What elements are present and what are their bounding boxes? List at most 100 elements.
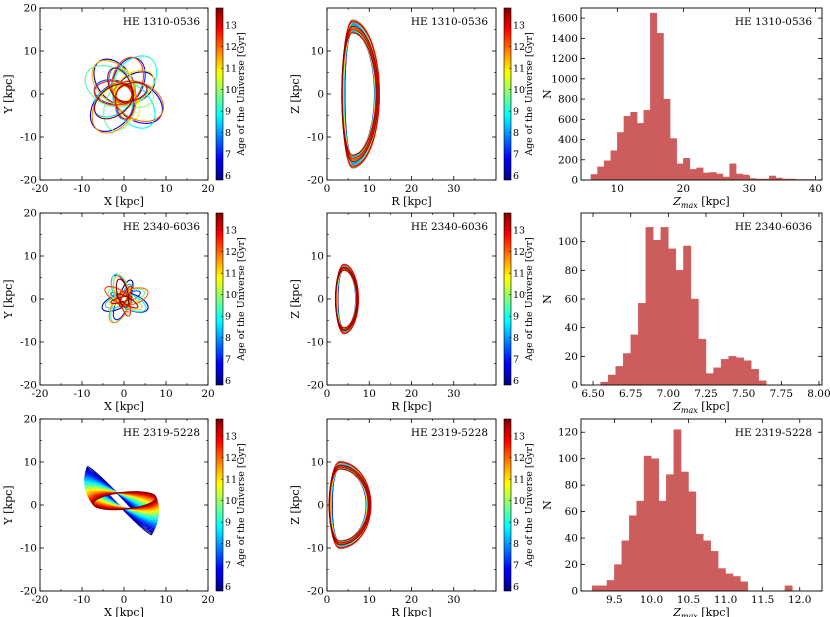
colorbar-gradient xyxy=(503,212,512,386)
y-tick-label: 1400 xyxy=(551,33,578,45)
meridional-curve xyxy=(339,464,371,546)
hist-bar xyxy=(709,172,717,181)
x-axis-label: X [kpc] xyxy=(104,606,144,617)
x-tick-label: -10 xyxy=(74,388,91,400)
orbit-loop xyxy=(119,290,132,317)
colorbar-tick-label: 6 xyxy=(225,582,231,593)
x-tick-label: 40 xyxy=(809,183,822,195)
x-tick-label: 8.00 xyxy=(807,388,830,400)
colorbar-label: Age of the Universe [Gyr] xyxy=(236,443,247,568)
hist-bar xyxy=(663,98,671,181)
colorbar-tick-label: 8 xyxy=(513,333,519,344)
panel-rz-3: 0 10 20 30 -20 -10 0 10 R [kpc] Z [kpc] HE 2319-52… xyxy=(289,418,497,617)
meridional-curve xyxy=(339,462,369,548)
meridional-curve xyxy=(339,462,372,548)
colorbar-label: Age of the Universe [Gyr] xyxy=(524,237,535,362)
orbit-loop xyxy=(104,286,133,306)
orbit-loop xyxy=(107,67,133,104)
colorbar-tick-label: 9 xyxy=(225,312,231,323)
y-axis-label: Y [kpc] xyxy=(2,74,15,114)
x-tick-label: 11.0 xyxy=(714,594,737,606)
hist-bar xyxy=(683,245,692,386)
y-tick-label: 10 xyxy=(24,457,37,469)
colorbar-tick-label: 11 xyxy=(225,269,237,280)
orbit-loop xyxy=(111,56,144,105)
y-tick-label: 100 xyxy=(558,453,578,465)
star-name: HE 2340-6036 xyxy=(735,221,812,233)
hist-bar xyxy=(673,429,682,592)
hist-bar xyxy=(590,174,598,181)
y-axis-label: Z [kpc] xyxy=(289,74,302,114)
y-tick-label: 40 xyxy=(565,322,578,334)
hist-bar xyxy=(617,132,625,181)
y-tick-label: 80 xyxy=(565,265,578,277)
hist-bar xyxy=(630,112,638,181)
colorbar-tick-label: 7 xyxy=(225,355,231,366)
hist-bar xyxy=(606,580,615,592)
x-axis-label: X [kpc] xyxy=(104,400,144,413)
hist-bar xyxy=(696,167,704,181)
meridional-curve xyxy=(352,25,379,163)
colorbar-gradient xyxy=(215,418,224,592)
colorbar-tick-label: 9 xyxy=(513,107,519,118)
x-tick-label: -20 xyxy=(32,594,49,606)
meridional-curve xyxy=(352,32,377,156)
hist-bar xyxy=(597,166,605,181)
hist-bar xyxy=(683,158,691,181)
hist-bar xyxy=(713,367,722,386)
x-tick-label: 10 xyxy=(363,388,376,400)
hist-bar xyxy=(680,471,689,592)
panel-hist-1: 10 20 30 4002004006008001000120014001600Zma… xyxy=(541,7,823,210)
hist-bar xyxy=(623,116,631,181)
hist-bar xyxy=(653,240,662,386)
y-tick-label: 10 xyxy=(24,251,37,263)
y-tick-label: -10 xyxy=(20,337,37,349)
y-tick-label: 10 xyxy=(311,457,324,469)
colorbar-tick-label: 10 xyxy=(513,496,525,507)
hist-bar xyxy=(638,303,646,386)
y-tick-label: 0 xyxy=(571,380,578,392)
colorbar-tick-label: 6 xyxy=(225,376,231,387)
y-tick-label: 60 xyxy=(565,506,578,518)
panel-rz-1: 0 10 20 30 -20 -10 0 10 R [kpc] Z [kpc] HE 1310-05… xyxy=(289,7,497,208)
x-axis-label: Zmax [kpc] xyxy=(672,606,729,617)
hist-bar xyxy=(615,366,624,386)
hist-bar xyxy=(614,564,622,592)
y-tick-label: 20 xyxy=(565,559,578,571)
panel-xy-2: -20 -10 0 10 20 -20 -10 0 10 20 X [kpc] Y [kpc] HE 2… xyxy=(2,208,215,414)
x-tick-label: 7.50 xyxy=(732,388,755,400)
y-tick-label: 40 xyxy=(565,533,578,545)
star-name: HE 2340-6036 xyxy=(411,221,488,233)
hist-bar xyxy=(735,173,743,181)
x-tick-label: 7.25 xyxy=(694,388,717,400)
hist-bar xyxy=(645,227,654,386)
colorbar-tick-label: 7 xyxy=(513,355,519,366)
hist-bar xyxy=(732,576,741,592)
x-tick-label: 20 xyxy=(405,183,418,195)
colorbar-tick-label: 11 xyxy=(225,64,237,75)
colorbar-gradient xyxy=(503,7,512,181)
x-axis-label: Zmax [kpc] xyxy=(672,400,729,415)
y-tick-label: 80 xyxy=(565,480,578,492)
y-tick-label: 0 xyxy=(317,294,324,306)
hist-bar xyxy=(705,373,714,386)
y-tick-label: 20 xyxy=(24,208,37,220)
meridional-curve xyxy=(352,21,380,167)
x-tick-label: -20 xyxy=(32,183,49,195)
y-tick-label: 1000 xyxy=(551,73,578,85)
meridional-curve xyxy=(339,463,370,547)
x-tick-label: 0 xyxy=(324,594,331,606)
colorbar-tick-label: 13 xyxy=(513,226,525,237)
x-tick-label: 12.0 xyxy=(788,594,811,606)
y-axis-label: Z [kpc] xyxy=(289,279,302,319)
hist-bar xyxy=(735,357,744,386)
star-name: HE 2340-6036 xyxy=(123,221,200,233)
hist-bar xyxy=(751,369,759,386)
y-tick-label: -10 xyxy=(307,337,324,349)
y-tick-label: 600 xyxy=(558,114,578,126)
colorbar-tick-label: 12 xyxy=(513,247,525,258)
x-tick-label: 20 xyxy=(201,183,214,195)
y-tick-label: -20 xyxy=(20,380,37,392)
